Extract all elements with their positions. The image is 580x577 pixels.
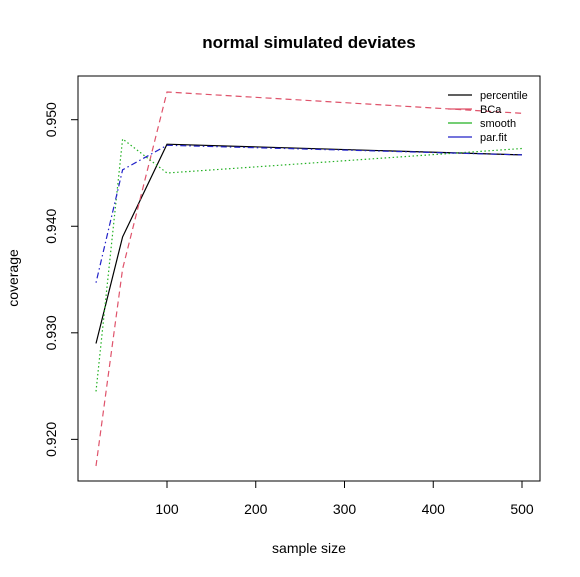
x-tick-label: 400 [422,501,446,517]
legend-label-percentile: percentile [480,90,528,102]
series-layer [95,91,523,467]
legend-label-bca: BCa [480,104,502,116]
x-tick-label: 100 [155,501,179,517]
y-tick-label: 0.940 [43,209,59,244]
legend-label-smooth: smooth [480,118,516,130]
x-tick-label: 500 [510,501,534,517]
series-line-percentile [95,143,523,344]
series-line-par-fit [95,144,523,283]
y-axis: 0.920 0.930 0.940 0.950 [43,102,79,457]
series-line-smooth [95,137,523,392]
legend-label-par-fit: par.fit [480,132,507,144]
x-tick-label: 300 [333,501,357,517]
x-axis-label: sample size [272,540,346,556]
chart-title: normal simulated deviates [202,33,416,52]
x-tick-label: 200 [244,501,268,517]
series-line-bca [95,91,523,467]
y-tick-label: 0.950 [43,102,59,137]
legend: percentile BCa smooth par.fit [448,90,528,144]
y-tick-label: 0.920 [43,422,59,457]
y-tick-label: 0.930 [43,315,59,350]
x-axis: 100 200 300 400 500 [155,480,534,517]
y-axis-label: coverage [5,249,21,307]
